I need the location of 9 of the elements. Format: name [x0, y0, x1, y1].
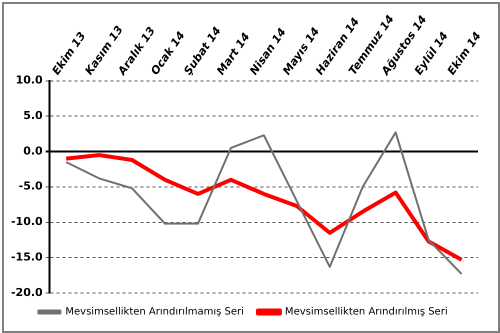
y-tick-label: -10.0: [10, 215, 44, 228]
y-tick-label: 10.0: [16, 74, 44, 87]
y-tick-label: 0.0: [23, 144, 44, 158]
y-tick-label: -5.0: [18, 180, 44, 193]
y-tick-label: -15.0: [10, 250, 44, 264]
y-tick-label: 5.0: [23, 109, 44, 122]
y-tick-label: -20.0: [10, 286, 44, 299]
legend-label: Mevsimsellikten Arındırılmış Seri: [284, 306, 448, 318]
legend-label: Mevsimsellikten Arındırılmamış Seri: [65, 306, 244, 318]
